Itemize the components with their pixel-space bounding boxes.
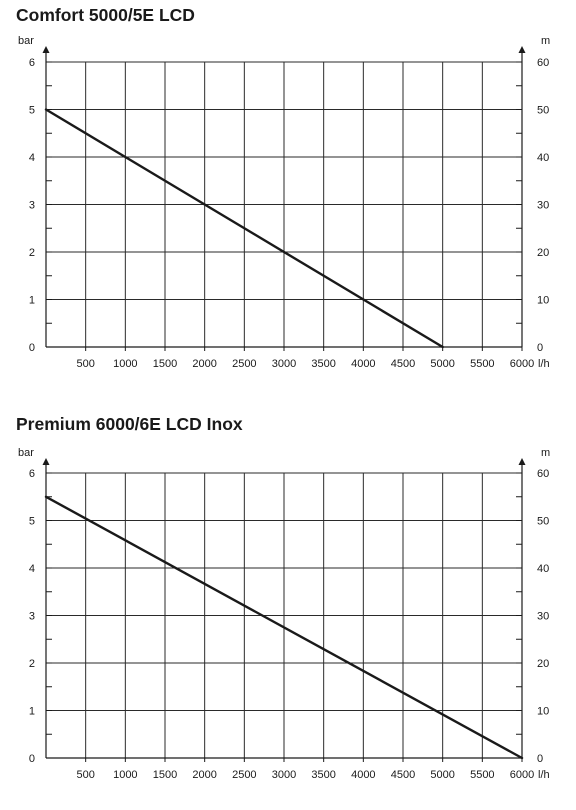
left-axis-tick-label: 0 bbox=[29, 342, 35, 354]
right-axis-unit: m bbox=[541, 35, 550, 47]
x-axis-tick-label: 5500 bbox=[470, 358, 494, 370]
x-axis-tick-label: 500 bbox=[76, 358, 94, 370]
left-axis-tick-label: 1 bbox=[29, 295, 35, 307]
left-axis-labels: 0 1 2 3 4 5 6 bbox=[29, 468, 35, 765]
right-axis-labels: 0 10 20 30 40 50 60 bbox=[537, 468, 549, 765]
x-axis-tick-label: 2500 bbox=[232, 769, 256, 781]
x-axis-unit: l/h bbox=[538, 769, 550, 781]
left-axis-labels: 0 1 2 3 4 5 6 bbox=[29, 57, 35, 354]
x-axis-tick-label: 5000 bbox=[430, 769, 454, 781]
series-line-0 bbox=[44, 108, 444, 349]
x-axis-tick-label: 3000 bbox=[272, 358, 296, 370]
right-axis-tick-label: 60 bbox=[537, 57, 549, 69]
right-axis-tick-label: 30 bbox=[537, 200, 549, 212]
left-axis-tick-label: 3 bbox=[29, 611, 35, 623]
right-axis-tick-label: 0 bbox=[537, 342, 543, 354]
x-axis-tick-label: 4500 bbox=[391, 358, 415, 370]
x-axis-tick-label: 1000 bbox=[113, 769, 137, 781]
right-axis-tick-label: 60 bbox=[537, 468, 549, 480]
right-axis-tick-label: 20 bbox=[537, 658, 549, 670]
right-axis-unit: m bbox=[541, 447, 550, 459]
x-axis-tick-label: 6000 bbox=[510, 358, 534, 370]
left-axis-tick-label: 4 bbox=[29, 152, 35, 164]
right-axis-tick-label: 30 bbox=[537, 611, 549, 623]
left-axis-unit: bar bbox=[18, 35, 34, 47]
chart-comfort: Comfort 5000/5E LCD 0 1 2 3 4 5 6 0 10 20 30 40 50 60… bbox=[16, 5, 550, 370]
x-axis-tick-label: 6000 bbox=[510, 769, 534, 781]
x-axis-labels: 500 1000 1500 2000 2500 3000 3500 4000 4500 5000 5… bbox=[76, 358, 534, 370]
x-axis-tick-label: 3500 bbox=[311, 769, 335, 781]
left-axis-tick-label: 6 bbox=[29, 468, 35, 480]
left-axis-tick-label: 2 bbox=[29, 247, 35, 259]
x-axis-labels: 500 1000 1500 2000 2500 3000 3500 4000 4500 5000 5… bbox=[76, 769, 534, 781]
right-axis-tick-label: 10 bbox=[537, 295, 549, 307]
left-axis-tick-label: 1 bbox=[29, 706, 35, 718]
right-axis-tick-label: 40 bbox=[537, 563, 549, 575]
right-axis-arrow-icon bbox=[518, 458, 526, 465]
left-axis-unit: bar bbox=[18, 447, 34, 459]
left-axis-arrow-icon bbox=[42, 458, 50, 465]
left-axis-arrow-icon bbox=[42, 46, 50, 53]
left-axis-tick-label: 4 bbox=[29, 563, 35, 575]
axes bbox=[42, 458, 526, 762]
x-axis-tick-label: 3000 bbox=[272, 769, 296, 781]
right-axis-tick-label: 50 bbox=[537, 516, 549, 528]
grid bbox=[46, 472, 522, 758]
x-axis-tick-label: 1000 bbox=[113, 358, 137, 370]
chart-title: Comfort 5000/5E LCD bbox=[16, 5, 195, 25]
right-axis-arrow-icon bbox=[518, 46, 526, 53]
x-axis-tick-label: 5500 bbox=[470, 769, 494, 781]
x-axis-tick-label: 3500 bbox=[311, 358, 335, 370]
series-line-0 bbox=[44, 495, 524, 760]
x-axis-tick-label: 1500 bbox=[153, 769, 177, 781]
x-axis-tick-label: 500 bbox=[76, 769, 94, 781]
right-axis-tick-label: 40 bbox=[537, 152, 549, 164]
left-axis-tick-label: 0 bbox=[29, 753, 35, 765]
x-axis-tick-label: 1500 bbox=[153, 358, 177, 370]
x-axis-tick-label: 5000 bbox=[430, 358, 454, 370]
left-axis-tick-label: 5 bbox=[29, 105, 35, 117]
right-axis-labels: 0 10 20 30 40 50 60 bbox=[537, 57, 549, 354]
x-axis-tick-label: 4500 bbox=[391, 769, 415, 781]
left-axis-tick-label: 5 bbox=[29, 516, 35, 528]
right-axis-tick-label: 0 bbox=[537, 753, 543, 765]
right-axis-tick-label: 20 bbox=[537, 247, 549, 259]
right-axis-tick-label: 10 bbox=[537, 706, 549, 718]
chart-title: Premium 6000/6E LCD Inox bbox=[16, 414, 243, 434]
x-axis-tick-label: 2500 bbox=[232, 358, 256, 370]
left-axis-tick-label: 2 bbox=[29, 658, 35, 670]
x-axis-unit: l/h bbox=[538, 358, 550, 370]
left-axis-tick-label: 6 bbox=[29, 57, 35, 69]
x-axis-tick-label: 2000 bbox=[192, 769, 216, 781]
x-axis-tick-label: 2000 bbox=[192, 358, 216, 370]
right-axis-tick-label: 50 bbox=[537, 105, 549, 117]
x-axis-tick-label: 4000 bbox=[351, 358, 375, 370]
x-axis-tick-label: 4000 bbox=[351, 769, 375, 781]
left-axis-tick-label: 3 bbox=[29, 200, 35, 212]
